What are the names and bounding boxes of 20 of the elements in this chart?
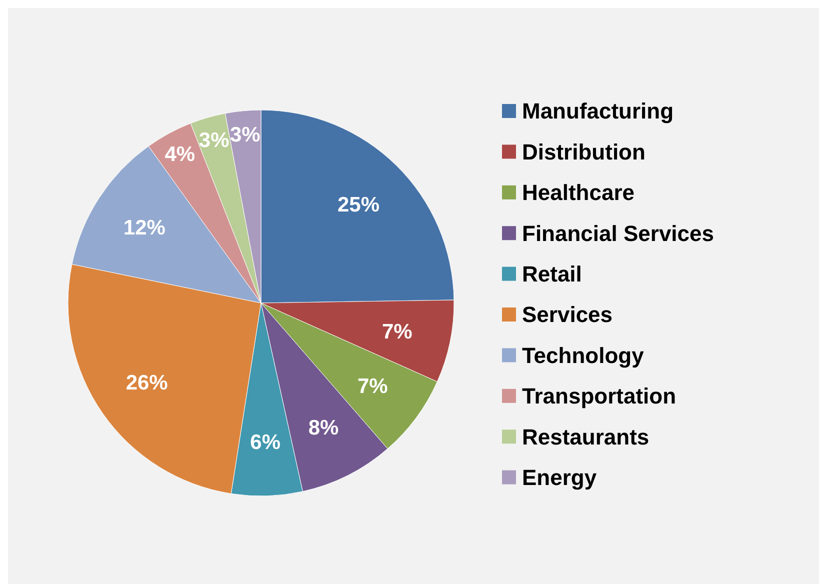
data-label: 7%	[357, 375, 388, 398]
data-label: 4%	[164, 143, 196, 166]
legend-label: Restaurants	[522, 424, 650, 450]
data-label: 25%	[337, 193, 380, 216]
legend-label: Energy	[522, 465, 598, 490]
data-label: 12%	[123, 216, 166, 240]
legend-label: Financial Services	[522, 220, 714, 246]
data-label: 6%	[250, 431, 281, 454]
legend-label: Manufacturing	[522, 98, 674, 124]
data-label: 3%	[198, 129, 230, 152]
data-label: 8%	[308, 416, 340, 440]
legend-label: Technology	[522, 342, 645, 368]
data-label: 7%	[382, 320, 413, 344]
data-label: 26%	[126, 372, 168, 395]
legend-label: Distribution	[522, 139, 646, 164]
data-label: 3%	[230, 123, 261, 146]
legend-label: Healthcare	[522, 180, 635, 206]
legend-label: Transportation	[522, 384, 676, 409]
legend-label: Services	[522, 302, 613, 328]
legend-label: Retail	[522, 262, 582, 286]
